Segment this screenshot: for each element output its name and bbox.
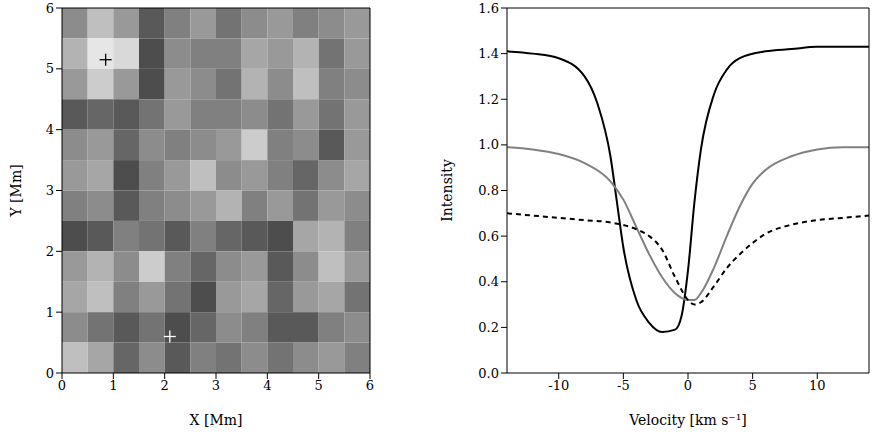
svg-text:0: 0 <box>58 378 66 393</box>
svg-text:1: 1 <box>109 378 117 393</box>
svg-text:0.6: 0.6 <box>478 229 499 244</box>
svg-text:-5: -5 <box>617 378 630 393</box>
svg-text:0.4: 0.4 <box>478 274 499 289</box>
svg-text:-10: -10 <box>548 378 569 393</box>
svg-text:0.0: 0.0 <box>478 366 499 381</box>
svg-text:0.8: 0.8 <box>478 183 499 198</box>
svg-text:1.2: 1.2 <box>478 92 499 107</box>
svg-text:1: 1 <box>46 305 54 320</box>
svg-text:10: 10 <box>809 378 826 393</box>
svg-text:Intensity: Intensity <box>439 159 455 222</box>
svg-text:1.4: 1.4 <box>478 46 499 61</box>
svg-text:X [Mm]: X [Mm] <box>190 412 243 428</box>
svg-text:2: 2 <box>161 378 169 393</box>
svg-text:6: 6 <box>366 378 374 393</box>
svg-text:4: 4 <box>46 122 54 137</box>
svg-text:3: 3 <box>212 378 220 393</box>
svg-text:Velocity [km s⁻¹]: Velocity [km s⁻¹] <box>628 412 747 428</box>
svg-text:0: 0 <box>46 366 54 381</box>
svg-text:Y [Mm]: Y [Mm] <box>8 164 24 217</box>
svg-text:5: 5 <box>315 378 323 393</box>
svg-text:0: 0 <box>684 378 692 393</box>
svg-text:0.2: 0.2 <box>478 320 499 335</box>
svg-text:6: 6 <box>46 1 54 16</box>
svg-text:1.6: 1.6 <box>478 1 499 16</box>
svg-text:5: 5 <box>46 61 54 76</box>
svg-text:5: 5 <box>749 378 757 393</box>
svg-text:1.0: 1.0 <box>478 137 499 152</box>
svg-text:3: 3 <box>46 183 54 198</box>
svg-text:2: 2 <box>46 244 54 259</box>
svg-text:4: 4 <box>263 378 271 393</box>
